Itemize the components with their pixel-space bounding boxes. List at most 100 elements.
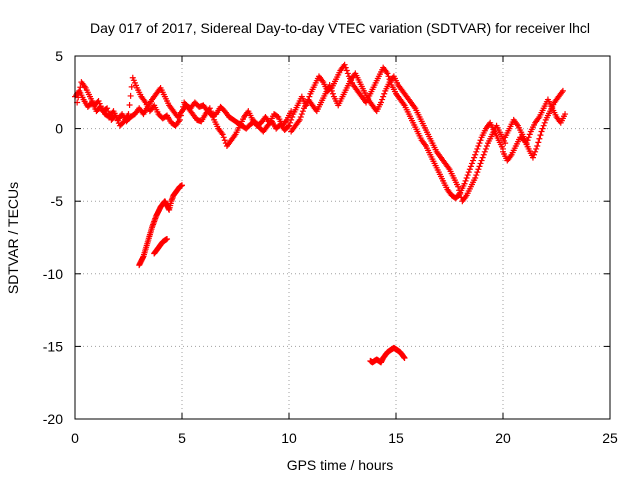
- data-point: [299, 108, 306, 115]
- x-tick-label: 10: [281, 430, 297, 446]
- data-point: [470, 157, 477, 164]
- data-point: [296, 116, 303, 123]
- data-series: [72, 61, 569, 366]
- data-point: [208, 111, 215, 118]
- data-point: [381, 90, 388, 97]
- plot-frame: [74, 55, 611, 420]
- data-point: [385, 73, 392, 80]
- x-tick-label: 5: [178, 430, 186, 446]
- series-track-main-2: [74, 74, 295, 150]
- data-point: [477, 137, 484, 144]
- data-point: [534, 143, 541, 150]
- data-point: [284, 123, 291, 130]
- y-tick-label: -15: [43, 338, 63, 354]
- data-point: [288, 116, 295, 123]
- data-point: [465, 169, 472, 176]
- data-point: [473, 172, 480, 179]
- data-point: [378, 99, 385, 106]
- data-point: [502, 140, 509, 147]
- data-point: [207, 108, 214, 115]
- data-point: [179, 108, 185, 115]
- series-track-dip-2: [151, 235, 171, 257]
- data-point: [219, 131, 226, 138]
- data-point: [344, 70, 351, 77]
- data-point: [221, 137, 228, 144]
- series-track-dip-3: [367, 344, 408, 366]
- data-point: [463, 174, 470, 181]
- series-track-main-4: [288, 70, 509, 205]
- data-point: [537, 132, 544, 139]
- data-point: [379, 96, 386, 103]
- data-point: [127, 92, 134, 99]
- data-point: [220, 134, 227, 141]
- data-point: [298, 111, 305, 118]
- data-point: [342, 64, 349, 71]
- data-point: [533, 145, 540, 152]
- data-point: [128, 83, 135, 90]
- data-point: [479, 154, 486, 161]
- y-tick-label: -10: [43, 266, 63, 282]
- data-point: [106, 111, 113, 118]
- data-point: [540, 122, 547, 129]
- data-point: [472, 151, 479, 158]
- series-track-main-6: [502, 96, 569, 147]
- data-point: [75, 94, 82, 101]
- data-point: [341, 61, 348, 68]
- data-point: [525, 134, 532, 141]
- data-point: [297, 113, 304, 120]
- data-point: [343, 67, 350, 74]
- data-point: [164, 235, 171, 242]
- data-point: [480, 151, 487, 158]
- data-point: [380, 93, 387, 100]
- data-point: [523, 140, 530, 147]
- y-tick-label: -20: [43, 411, 63, 427]
- data-point: [472, 174, 479, 181]
- series-track-dip-1: [136, 182, 185, 269]
- data-point: [539, 125, 546, 132]
- data-point: [475, 143, 482, 150]
- data-point: [562, 111, 569, 118]
- data-point: [524, 137, 531, 144]
- data-point: [104, 105, 111, 112]
- data-point: [401, 355, 408, 362]
- data-point: [475, 166, 482, 173]
- data-point: [76, 89, 83, 96]
- data-point: [476, 163, 483, 170]
- data-point: [461, 180, 468, 187]
- data-point: [473, 148, 480, 155]
- data-point: [559, 87, 566, 94]
- data-point: [481, 148, 488, 155]
- data-point: [177, 112, 184, 119]
- data-point: [456, 187, 463, 194]
- data-point: [455, 183, 462, 190]
- data-point: [483, 143, 490, 150]
- data-point: [535, 139, 542, 146]
- data-point: [467, 163, 474, 170]
- y-tick-label: -5: [51, 193, 64, 209]
- data-point: [466, 166, 473, 173]
- x-tick-label: 15: [388, 430, 404, 446]
- data-point: [532, 148, 539, 155]
- data-point: [126, 102, 133, 109]
- x-tick-label: 25: [602, 430, 618, 446]
- data-point: [125, 111, 132, 118]
- data-point: [529, 154, 536, 161]
- data-point: [457, 190, 464, 197]
- data-point: [477, 160, 484, 167]
- data-point: [384, 70, 391, 77]
- data-point: [105, 108, 112, 115]
- data-point: [329, 90, 336, 97]
- data-point: [289, 113, 296, 120]
- data-point: [176, 116, 183, 123]
- data-point: [462, 177, 469, 184]
- x-tick-label: 0: [71, 430, 79, 446]
- data-point: [464, 172, 471, 179]
- data-point: [478, 157, 485, 164]
- x-axis-label: GPS time / hours: [287, 457, 394, 473]
- data-point: [286, 122, 292, 129]
- data-point: [471, 154, 478, 161]
- data-point: [179, 182, 185, 189]
- data-point: [287, 119, 294, 126]
- chart-title: Day 017 of 2017, Sidereal Day-to-day VTE…: [90, 20, 590, 36]
- data-point: [77, 84, 84, 91]
